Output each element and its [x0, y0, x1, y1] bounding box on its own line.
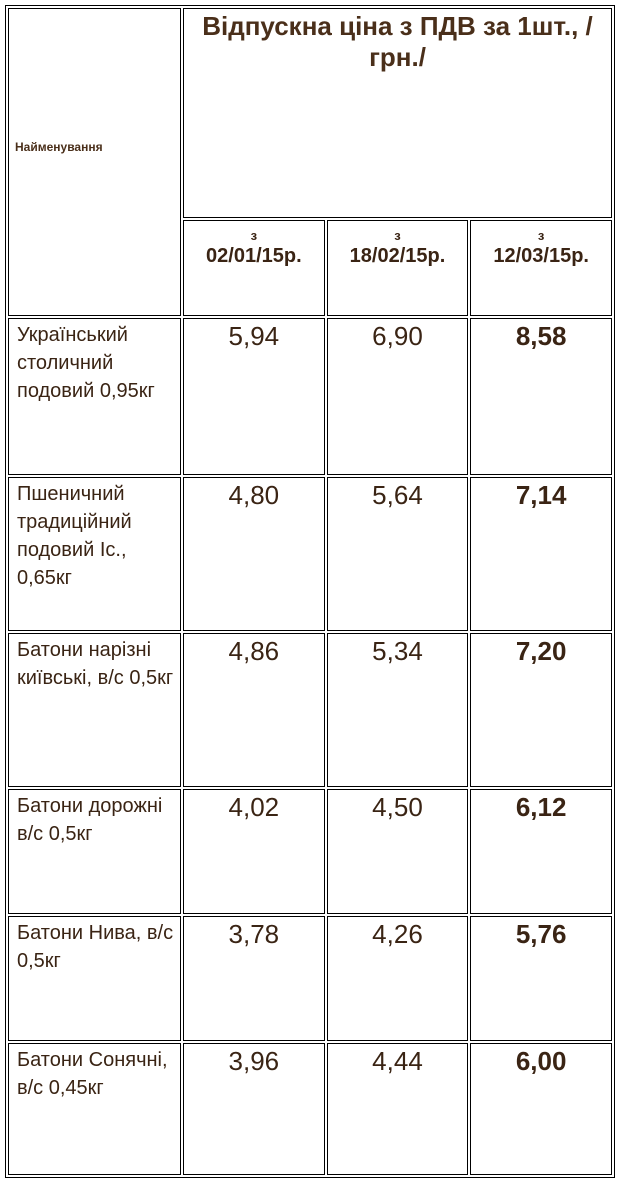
- price-cell: 3,78: [183, 916, 325, 1041]
- current-price-cell: 8,58: [470, 318, 612, 475]
- table-row: Батони дорожні в/с 0,5кг 4,02 4,50 6,12: [8, 789, 612, 914]
- date-prefix: з: [250, 228, 258, 243]
- price-cell: 5,64: [326, 477, 469, 631]
- product-name: Батони нарізні київські, в/с 0,5кг: [8, 633, 181, 787]
- date-value: 02/01/15р.: [206, 245, 302, 267]
- price-table: Найменування Відпускна ціна з ПДВ за 1шт…: [5, 5, 615, 1178]
- name-column-header: Найменування: [8, 8, 181, 316]
- price-cell: 4,26: [326, 916, 469, 1041]
- date-header-3: з 12/03/15р.: [470, 220, 612, 316]
- price-cell: 5,94: [183, 318, 325, 475]
- product-name: Батони Нива, в/с 0,5кг: [8, 916, 181, 1041]
- current-price-cell: 7,14: [470, 477, 612, 631]
- date-value: 12/03/15р.: [493, 245, 589, 267]
- date-header-2: з 18/02/15р.: [326, 220, 469, 316]
- date-prefix: з: [537, 228, 545, 243]
- price-cell: 4,02: [183, 789, 325, 914]
- product-name: Пшеничний традиційний подовий Іс., 0,65к…: [8, 477, 181, 631]
- product-name: Батони дорожні в/с 0,5кг: [8, 789, 181, 914]
- table-row: Батони Сонячні, в/с 0,45кг 3,96 4,44 6,0…: [8, 1043, 612, 1175]
- product-name: Український столичний подовий 0,95кг: [8, 318, 181, 475]
- table-row: Український столичний подовий 0,95кг 5,9…: [8, 318, 612, 475]
- current-price-cell: 6,00: [470, 1043, 612, 1175]
- date-header-1: з 02/01/15р.: [183, 220, 325, 316]
- date-prefix: з: [394, 228, 401, 243]
- current-price-cell: 6,12: [470, 789, 612, 914]
- price-cell: 6,90: [326, 318, 469, 475]
- date-value: 18/02/15р.: [349, 245, 446, 267]
- table-row: Пшеничний традиційний подовий Іс., 0,65к…: [8, 477, 612, 631]
- table-row: Батони Нива, в/с 0,5кг 3,78 4,26 5,76: [8, 916, 612, 1041]
- price-cell: 4,50: [326, 789, 469, 914]
- date-header-row: з 02/01/15р. з 18/02/15р. з 12/03/15р.: [8, 220, 612, 316]
- price-table-container: Найменування Відпускна ціна з ПДВ за 1шт…: [5, 5, 615, 1178]
- price-cell: 4,80: [183, 477, 325, 631]
- price-cell: 5,34: [326, 633, 469, 787]
- price-cell: 3,96: [183, 1043, 325, 1175]
- price-column-header: Відпускна ціна з ПДВ за 1шт., /грн./: [183, 8, 612, 218]
- table-row: Батони нарізні київські, в/с 0,5кг 4,86 …: [8, 633, 612, 787]
- price-cell: 4,44: [326, 1043, 469, 1175]
- price-cell: 4,86: [183, 633, 325, 787]
- current-price-cell: 7,20: [470, 633, 612, 787]
- product-name: Батони Сонячні, в/с 0,45кг: [8, 1043, 181, 1175]
- header-row: Найменування Відпускна ціна з ПДВ за 1шт…: [8, 8, 612, 316]
- current-price-cell: 5,76: [470, 916, 612, 1041]
